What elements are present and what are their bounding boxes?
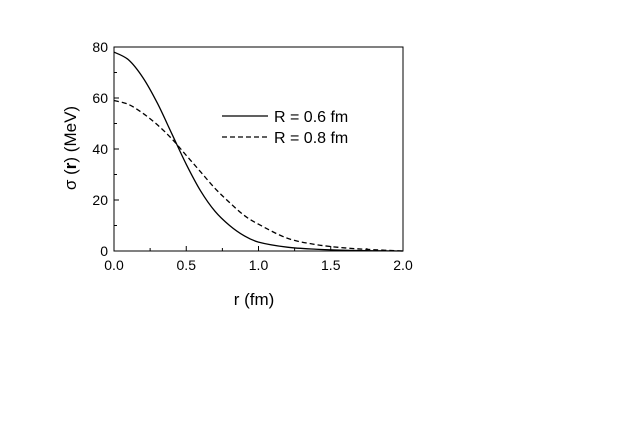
- x-axis-title: r (fm): [234, 290, 275, 309]
- x-tick-label: 1.0: [249, 257, 269, 273]
- x-tick-label: 2.0: [393, 257, 413, 273]
- y-tick-label: 40: [92, 141, 108, 157]
- x-tick-label: 0.0: [104, 257, 124, 273]
- x-tick-label: 0.5: [177, 257, 197, 273]
- y-axis-title-suffix: ) (MeV): [61, 106, 80, 163]
- legend-label-2: R = 0.8 fm: [274, 130, 348, 147]
- legend: R = 0.6 fm R = 0.8 fm: [222, 109, 348, 147]
- y-axis-title-bold: r: [61, 162, 80, 169]
- x-axis: 0.0 0.5 1.0 1.5 2.0: [104, 246, 413, 273]
- y-axis-title-prefix: σ (: [61, 169, 80, 190]
- y-axis: 0 20 40 60 80: [92, 39, 119, 259]
- x-tick-label: 1.5: [321, 257, 341, 273]
- y-tick-label: 20: [92, 192, 108, 208]
- series-layer: [113, 51, 404, 252]
- legend-label-1: R = 0.6 fm: [274, 109, 348, 126]
- series-line-1: [113, 51, 404, 252]
- y-tick-label: 80: [92, 39, 108, 55]
- plot-border: [113, 46, 404, 252]
- y-tick-label: 0: [100, 243, 108, 259]
- series-line-2: [113, 99, 404, 252]
- y-axis-title: σ (r) (MeV): [61, 106, 80, 190]
- y-tick-label: 60: [92, 90, 108, 106]
- plot-frame: [113, 46, 404, 252]
